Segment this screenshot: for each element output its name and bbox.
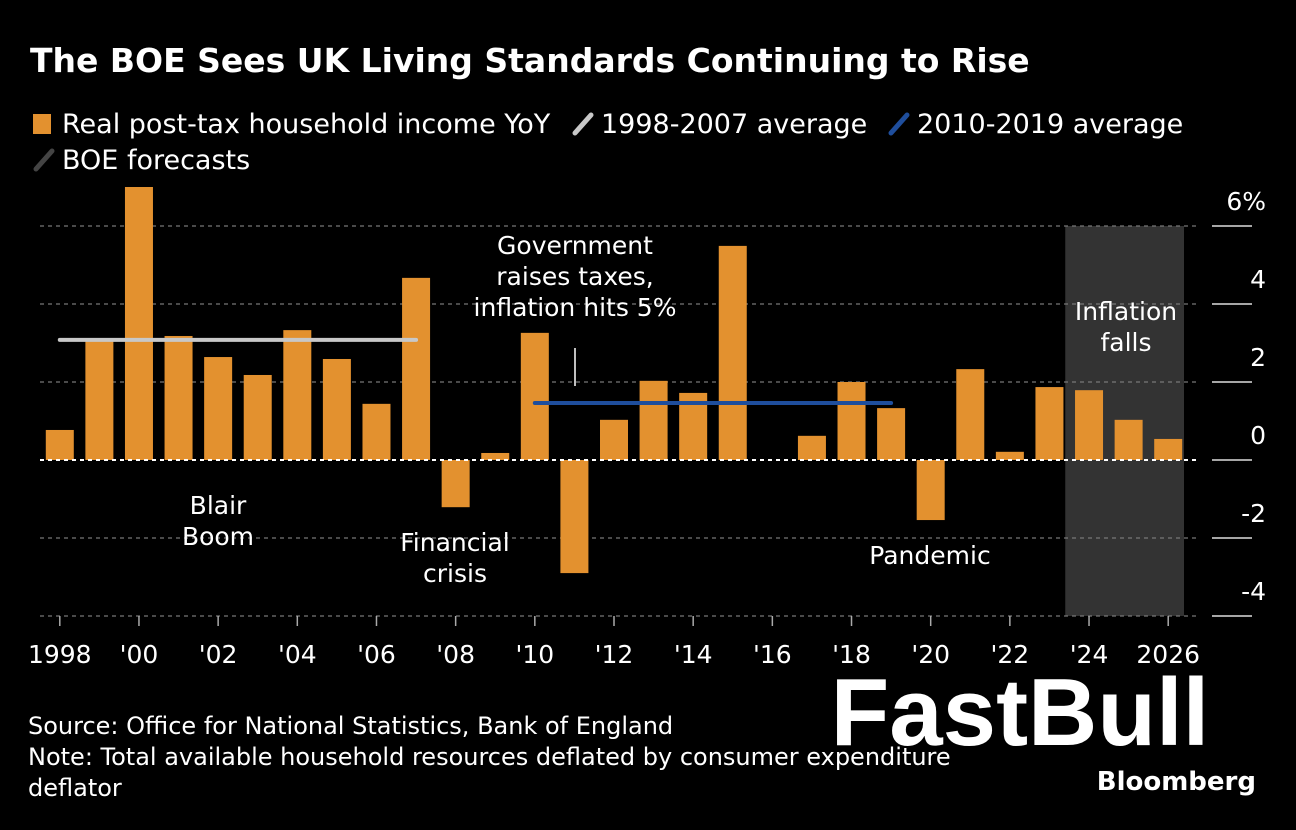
annotation: Pandemic (869, 541, 990, 570)
bar (797, 435, 826, 460)
x-tick-label: '02 (199, 640, 238, 669)
bar (837, 382, 866, 460)
x-tick-label: '08 (436, 640, 475, 669)
bar (124, 187, 153, 460)
chart-title: The BOE Sees UK Living Standards Continu… (30, 41, 1030, 80)
bar (441, 460, 470, 508)
legend-label: 2010-2019 average (917, 109, 1183, 140)
x-tick-label: '24 (1070, 640, 1109, 669)
legend-swatch (33, 114, 51, 134)
bar (995, 451, 1024, 460)
annotation: raises taxes, (496, 262, 653, 291)
bar (402, 277, 431, 460)
bar (1114, 419, 1143, 460)
annotation: crisis (423, 559, 487, 588)
x-tick-label: '12 (595, 640, 634, 669)
y-tick-label: 2 (1250, 343, 1266, 372)
bar (1154, 438, 1183, 460)
x-tick-label: '20 (911, 640, 950, 669)
x-tick-label: '06 (357, 640, 396, 669)
bar (164, 335, 193, 460)
source: Source: Office for National Statistics, … (28, 712, 673, 740)
bar (639, 380, 668, 460)
x-tick-label: '10 (515, 640, 554, 669)
x-tick-label: '14 (674, 640, 713, 669)
bar (362, 403, 391, 460)
bar (956, 369, 985, 460)
bar (45, 429, 74, 460)
bar (600, 419, 628, 460)
bar (877, 408, 906, 460)
bar (560, 460, 589, 574)
x-tick-label: 2026 (1136, 640, 1200, 669)
bar (322, 358, 351, 460)
y-tick-label: 6% (1226, 187, 1266, 216)
bar (1035, 387, 1064, 460)
bar (1075, 390, 1104, 460)
annotation: Inflation (1075, 297, 1177, 326)
x-tick-label: '16 (753, 640, 792, 669)
brand: Bloomberg (1097, 767, 1256, 797)
x-tick-label: '00 (120, 640, 159, 669)
annotation: Boom (182, 522, 254, 551)
bar (520, 332, 549, 460)
legend-swatch (888, 112, 910, 136)
y-tick-label: -2 (1241, 499, 1266, 528)
annotation: falls (1100, 328, 1151, 357)
annotation: Financial (400, 528, 509, 557)
legend-label: 1998-2007 average (601, 109, 867, 140)
legend-swatch (572, 112, 594, 136)
x-tick-label: '18 (832, 640, 871, 669)
y-tick-label: 4 (1250, 265, 1266, 294)
x-tick-label: '22 (991, 640, 1030, 669)
bar (243, 374, 272, 460)
bar (85, 339, 114, 460)
bar (718, 245, 747, 460)
x-tick-label: '04 (278, 640, 317, 669)
x-tick-label: 1998 (28, 640, 92, 669)
note: Note: Total available household resource… (28, 743, 951, 771)
bar (204, 357, 233, 460)
bar (481, 452, 510, 460)
legend-swatch (33, 148, 55, 172)
y-tick-label: -4 (1241, 577, 1266, 606)
watermark: FastBull (831, 659, 1210, 766)
y-tick-label: 0 (1250, 421, 1266, 450)
annotation: inflation hits 5% (474, 293, 677, 322)
legend-label: Real post-tax household income YoY (62, 109, 551, 140)
annotation: Government (497, 231, 653, 260)
legend-label: BOE forecasts (62, 145, 250, 176)
annotation: Blair (190, 491, 247, 520)
bar (283, 330, 312, 460)
bar (916, 460, 945, 521)
note: deflator (28, 774, 122, 802)
